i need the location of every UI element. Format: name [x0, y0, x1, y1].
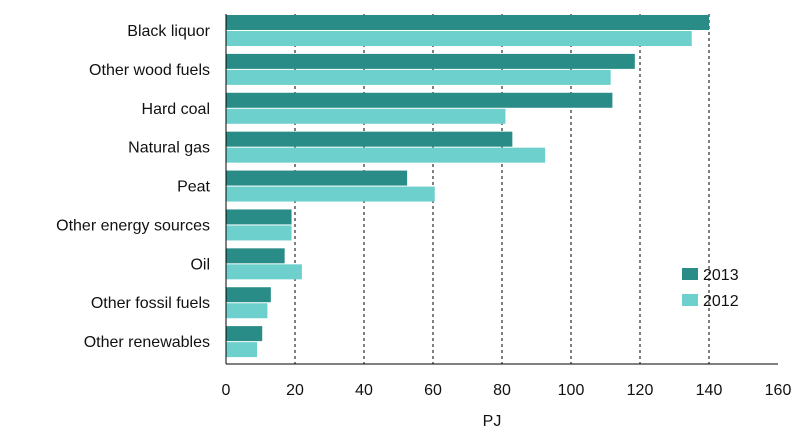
- category-label: Oil: [190, 256, 210, 273]
- legend: 2013 2012: [682, 267, 739, 310]
- axes: [225, 14, 778, 365]
- bar-2013: [226, 131, 513, 147]
- bar-2013: [226, 15, 709, 30]
- category-label: Other energy sources: [56, 217, 210, 234]
- bar-2012: [226, 342, 258, 358]
- bar-2013: [226, 248, 285, 264]
- bar-2012: [226, 186, 435, 202]
- x-tick-label: 40: [355, 382, 373, 399]
- x-tick-label: 160: [765, 382, 792, 399]
- x-tick-label: 120: [627, 382, 654, 399]
- bars: [226, 15, 709, 358]
- bar-2012: [226, 108, 506, 124]
- legend-label: 2013: [703, 267, 739, 284]
- bar-2012: [226, 69, 611, 85]
- bar-2013: [226, 170, 408, 186]
- category-labels: Black liquor Other wood fuels Hard coal Nat…: [56, 23, 211, 351]
- legend-swatch: [682, 268, 698, 280]
- x-tick-label: 0: [222, 382, 231, 399]
- bar-2012: [226, 303, 268, 319]
- bar-2013: [226, 53, 635, 69]
- bar-2013: [226, 287, 271, 303]
- category-label: Other renewables: [84, 334, 210, 351]
- x-tick-label: 100: [558, 382, 585, 399]
- bar-2013: [226, 326, 263, 342]
- x-tick-label: 80: [493, 382, 511, 399]
- category-label: Black liquor: [127, 23, 210, 40]
- bar-2012: [226, 264, 302, 280]
- x-tick-label: 60: [424, 382, 442, 399]
- bar-2012: [226, 31, 692, 46]
- x-tick-labels: 0 20 40 60 80 100 120 140 160: [222, 382, 792, 399]
- category-label: Peat: [177, 179, 210, 196]
- bar-2013: [226, 209, 292, 225]
- category-label: Other fossil fuels: [91, 295, 210, 312]
- x-tick-label: 140: [696, 382, 723, 399]
- category-label: Natural gas: [128, 140, 210, 157]
- bar-2012: [226, 147, 546, 163]
- category-label: Hard coal: [142, 101, 210, 118]
- legend-swatch: [682, 294, 698, 306]
- bar-2012: [226, 225, 292, 241]
- category-label: Other wood fuels: [89, 62, 210, 79]
- bar-2013: [226, 92, 613, 108]
- legend-label: 2012: [703, 293, 739, 310]
- x-axis-title: PJ: [483, 413, 502, 430]
- x-tick-label: 20: [286, 382, 304, 399]
